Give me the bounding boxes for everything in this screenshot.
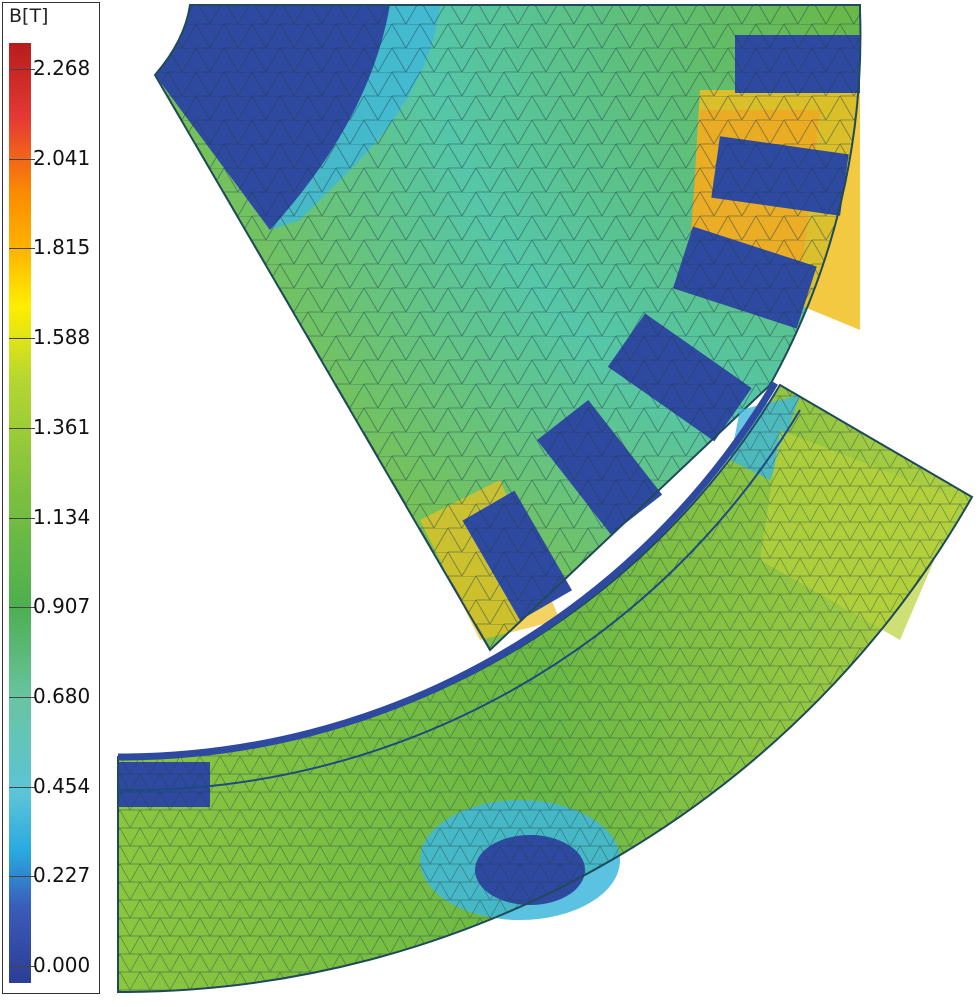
legend-tick-label: 0.680 — [33, 683, 91, 708]
legend-tick-label: 0.454 — [33, 773, 91, 798]
legend-tick-mark — [9, 248, 35, 250]
legend-tick-mark — [9, 69, 35, 70]
legend-tick-label: 0.000 — [33, 953, 91, 977]
colorbar-legend: B[T] 2.268 2.041 1.815 1.588 1.361 1.134 0.907… — [2, 2, 100, 994]
legend-tick-label: 0.907 — [33, 594, 91, 619]
legend-tick-mark — [9, 607, 35, 609]
legend-tick-mark — [9, 966, 35, 967]
legend-title: B[T] — [9, 5, 49, 27]
legend-tick-label: 1.361 — [33, 414, 91, 439]
legend-tick-label: 1.815 — [33, 235, 91, 260]
stator-region — [153, 4, 862, 652]
legend-tick-mark — [9, 786, 35, 788]
legend-tick-mark — [9, 696, 35, 698]
legend-tick-label: 2.268 — [33, 56, 91, 80]
legend-tick-label: 0.227 — [33, 863, 91, 888]
legend-tick-label: 1.588 — [33, 325, 91, 350]
legend-tick-mark — [9, 427, 35, 429]
legend-tick-label: 2.041 — [33, 145, 91, 170]
legend-tick-mark — [9, 158, 35, 160]
legend-tick-mark — [9, 338, 35, 340]
legend-color-bar — [9, 43, 31, 983]
legend-tick-mark — [9, 517, 35, 519]
rotor-region — [117, 381, 974, 994]
legend-tick-label: 1.134 — [33, 504, 91, 529]
legend-tick-mark — [9, 876, 35, 878]
